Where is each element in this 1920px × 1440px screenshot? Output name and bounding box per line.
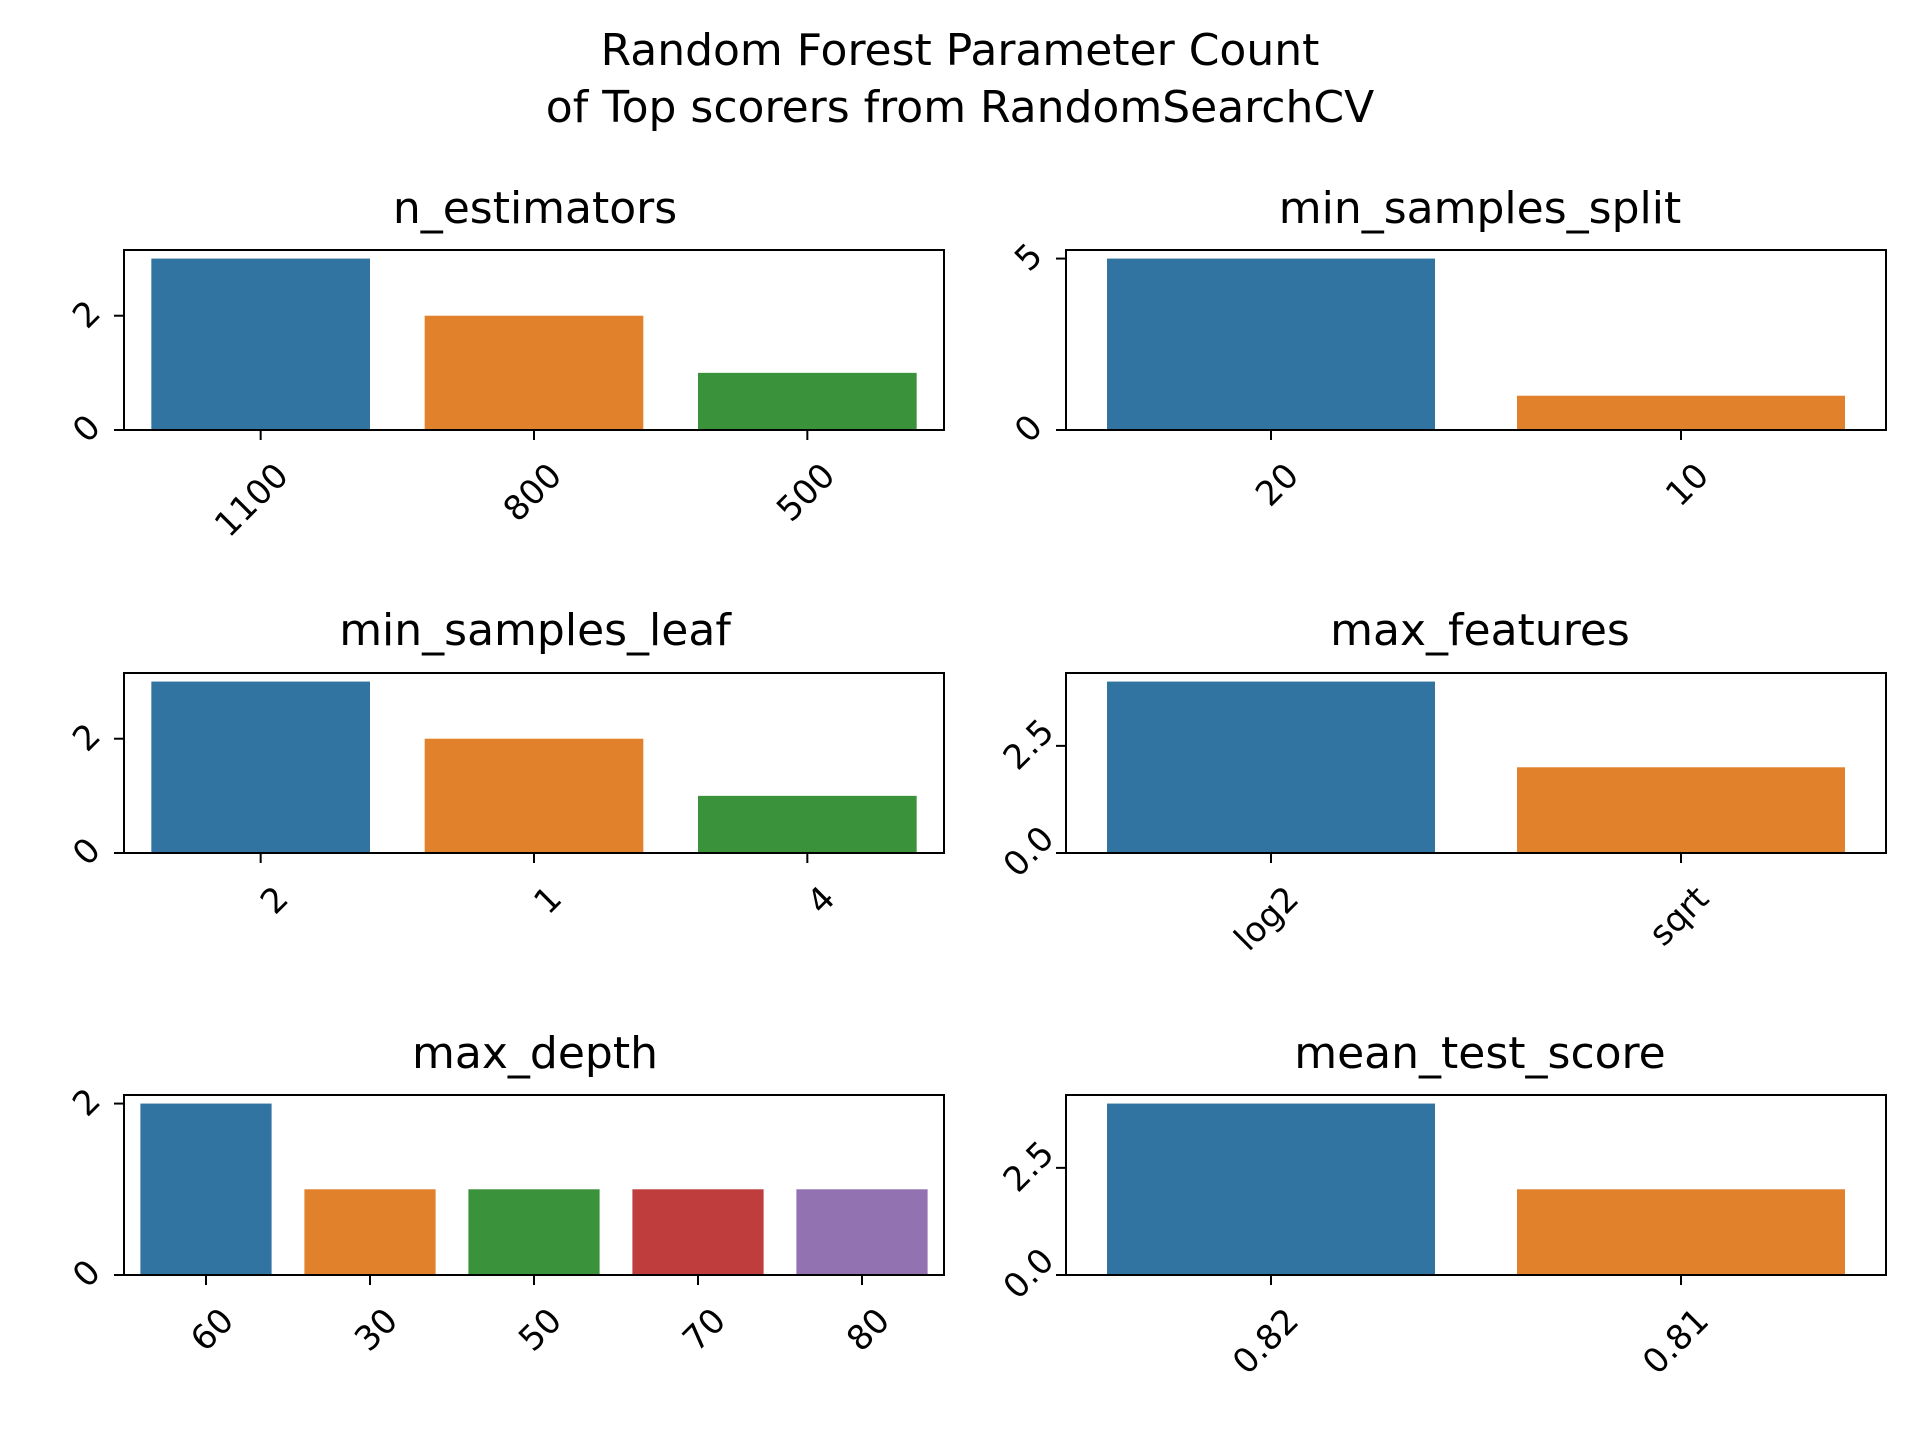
x-tick-label-2: 2 xyxy=(253,879,297,923)
x-tick-label-0-82: 0.82 xyxy=(1225,1301,1307,1383)
x-tick-label-10: 10 xyxy=(1658,456,1717,515)
bars xyxy=(1107,1103,1845,1275)
y-tick-label-2-5: 2.5 xyxy=(996,1134,1063,1201)
y-tick-label-2: 2 xyxy=(65,1081,109,1125)
x-tick-label-20: 20 xyxy=(1248,456,1307,515)
x-tick-label-4: 4 xyxy=(800,879,844,923)
x-tick-label-60: 60 xyxy=(183,1301,242,1360)
y-tick-label-0: 0 xyxy=(65,407,109,451)
bar-4 xyxy=(698,795,917,853)
bars xyxy=(1107,258,1845,430)
x-tick-label-sqrt: sqrt xyxy=(1642,879,1717,954)
y-tick-label-2-5: 2.5 xyxy=(996,712,1063,779)
subplot-title: n_estimators xyxy=(393,183,677,234)
bar-sqrt xyxy=(1517,767,1845,853)
y-tick-label-0-0: 0.0 xyxy=(996,1241,1063,1308)
subplot-max-depth: max_depth 60 30 50 70 80 0 2 xyxy=(65,1028,945,1360)
subplot-title: mean_test_score xyxy=(1294,1028,1666,1079)
x-tick-label-0-81: 0.81 xyxy=(1635,1301,1717,1383)
x-tick-label-70: 70 xyxy=(675,1301,734,1360)
subplot-title: min_samples_leaf xyxy=(339,605,732,656)
x-tick-label-1100: 1100 xyxy=(207,456,296,545)
y-tick-label-0: 0 xyxy=(65,1252,109,1296)
bar-log2 xyxy=(1107,681,1435,853)
y-tick-label-0: 0 xyxy=(65,830,109,874)
bar-1 xyxy=(424,738,644,853)
bars xyxy=(1107,681,1845,853)
bar-800 xyxy=(424,315,644,430)
subplot-n-estimators: n_estimators 1100 800 500 0 2 xyxy=(65,183,945,545)
subplot-title: max_depth xyxy=(412,1028,658,1079)
axes-frame xyxy=(1065,672,1887,854)
bars xyxy=(151,681,917,853)
x-tick-label-50: 50 xyxy=(511,1301,570,1360)
x-tick-label-log2: log2 xyxy=(1227,879,1307,959)
bar-80 xyxy=(796,1189,928,1275)
figure-title-line-2: of Top scorers from RandomSearchCV xyxy=(546,82,1374,133)
x-tick-label-30: 30 xyxy=(347,1301,406,1360)
bar-2 xyxy=(151,681,370,853)
bar-0-81 xyxy=(1517,1189,1845,1275)
subplot-max-features: max_features log2 sqrt 0.0 2.5 xyxy=(996,605,1887,959)
y-tick-label-0: 0 xyxy=(1007,407,1051,451)
y-tick-label-2: 2 xyxy=(65,716,109,760)
bar-50 xyxy=(468,1189,600,1275)
y-tick-label-5: 5 xyxy=(1007,236,1051,280)
bar-20 xyxy=(1107,258,1435,430)
bar-10 xyxy=(1517,395,1845,430)
y-tick-label-2: 2 xyxy=(65,293,109,337)
bar-0-82 xyxy=(1107,1103,1435,1275)
axes-frame xyxy=(1065,1094,1887,1276)
subplot-mean-test-score: mean_test_score 0.82 0.81 0.0 2.5 xyxy=(996,1028,1887,1383)
bars xyxy=(151,258,917,430)
x-tick-label-800: 800 xyxy=(496,456,570,530)
figure-title-line-1: Random Forest Parameter Count xyxy=(601,25,1320,76)
subplot-title: min_samples_split xyxy=(1279,183,1681,234)
axes-frame xyxy=(1065,249,1887,431)
subplot-min-samples-split: min_samples_split 20 10 0 5 xyxy=(1007,183,1887,515)
bar-500 xyxy=(698,372,917,430)
bar-1100 xyxy=(151,258,370,430)
bars xyxy=(140,1103,928,1275)
x-tick-label-1: 1 xyxy=(526,879,570,923)
subplot-min-samples-leaf: min_samples_leaf 2 1 4 0 2 xyxy=(65,605,945,923)
x-tick-label-500: 500 xyxy=(769,456,843,530)
subplot-title: max_features xyxy=(1330,605,1630,656)
x-tick-label-80: 80 xyxy=(839,1301,898,1360)
y-tick-label-0-0: 0.0 xyxy=(996,819,1063,886)
bar-30 xyxy=(304,1189,436,1275)
bar-70 xyxy=(632,1189,764,1275)
bar-60 xyxy=(140,1103,272,1275)
